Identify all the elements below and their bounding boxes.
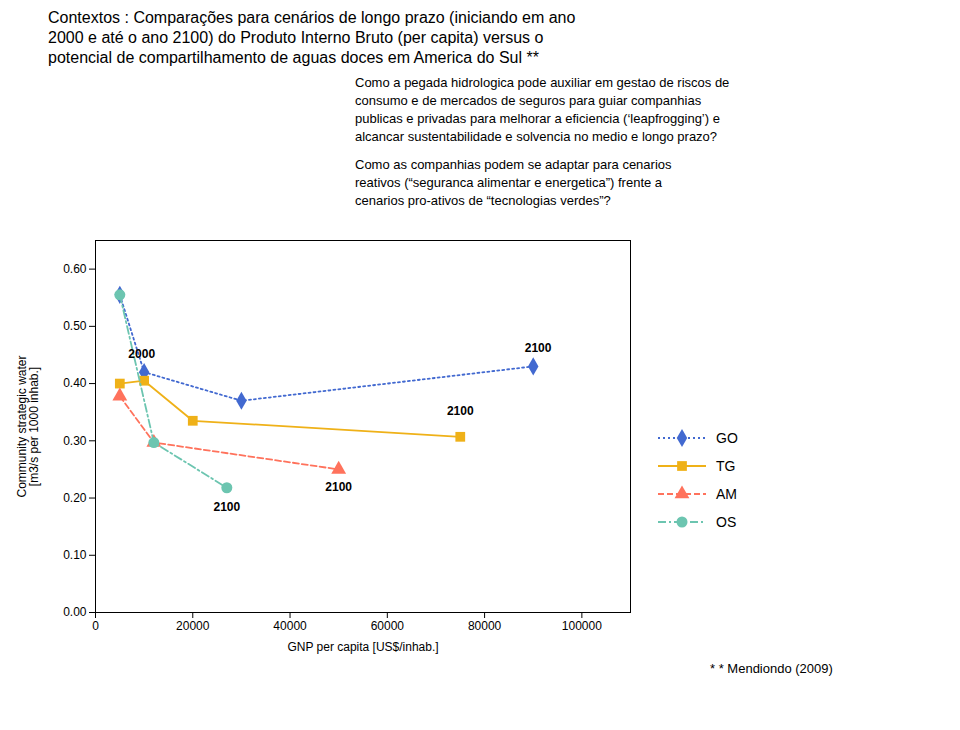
- svg-text:0.20: 0.20: [63, 491, 87, 505]
- svg-text:2100: 2100: [325, 480, 352, 494]
- html-text:* * Mendiondo (2009): * * Mendiondo (2009): [710, 661, 833, 676]
- html-text:GO: GO: [716, 430, 738, 446]
- svg-text:GNP per capita [US$/inhab.]: GNP per capita [US$/inhab.]: [287, 640, 438, 654]
- html-text:AM: AM: [716, 486, 737, 502]
- svg-text:Community strategic water[m3/s: Community strategic water[m3/s per 1000 …: [15, 355, 41, 497]
- svg-text:2100: 2100: [447, 404, 474, 418]
- svg-text:60000: 60000: [371, 619, 405, 633]
- svg-text:40000: 40000: [273, 619, 307, 633]
- html-text:Como a pegada hidrologica pode: Como a pegada hidrologica pode auxiliar …: [355, 75, 730, 144]
- html-text:Como as companhias podem se ad: Como as companhias podem se adaptar para…: [355, 157, 672, 208]
- svg-text:0.30: 0.30: [63, 434, 87, 448]
- svg-text:2100: 2100: [213, 500, 240, 514]
- svg-text:100000: 100000: [562, 619, 602, 633]
- html-text:TG: TG: [716, 458, 736, 474]
- svg-text:2000: 2000: [128, 347, 155, 361]
- svg-text:2100: 2100: [525, 341, 552, 355]
- svg-text:0.50: 0.50: [63, 319, 87, 333]
- svg-text:20000: 20000: [176, 619, 210, 633]
- svg-text:80000: 80000: [468, 619, 502, 633]
- svg-text:0: 0: [92, 619, 99, 633]
- svg-text:0.10: 0.10: [63, 548, 87, 562]
- svg-text:0.00: 0.00: [63, 605, 87, 619]
- html-text:OS: OS: [716, 514, 737, 530]
- svg-text:0.60: 0.60: [63, 262, 87, 276]
- html-text:Contextos : Comparações para c: Contextos : Comparações para cenários de…: [48, 9, 576, 66]
- svg-text:0.40: 0.40: [63, 376, 87, 390]
